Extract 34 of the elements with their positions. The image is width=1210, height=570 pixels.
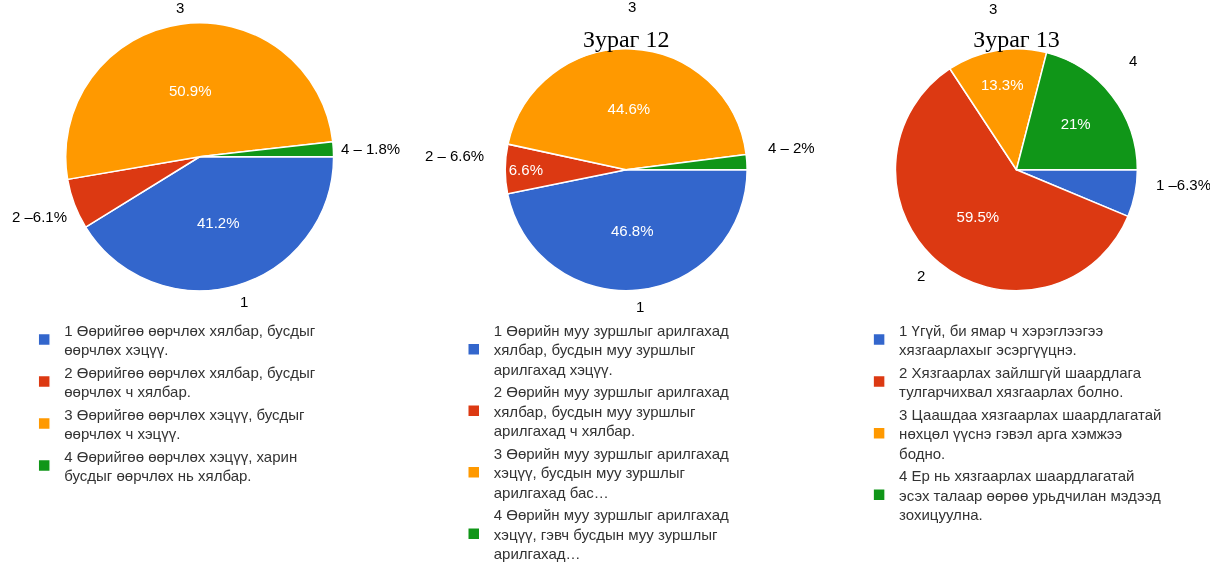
legend-label: 2 Өөрийгөө өөрчлөх хялбар, бусдыг өөрчлөх ч хялбар.	[64, 363, 316, 401]
text: 3	[989, 0, 998, 17]
text: 1	[636, 298, 645, 315]
text: 1 –6.3%	[1156, 176, 1210, 193]
legend-label: 4 Ер нь хязгаарлах шаардлагатай эсэх талаар өөрөө урьдчилан мэдээд зохицуулна.	[899, 467, 1161, 524]
legend-label: 1 Өөрийн муу зуршлыг арилгахад хялбар, бусдын муу зуршлыг арилгахад хэцүү.	[493, 321, 730, 378]
legend-label: 1 Үгүй, би ямар ч хэрэглээгээ хязгаарлахыг эсэргүүцнэ.	[899, 321, 1104, 359]
data-label: 41.2%	[197, 213, 240, 231]
legend-label: 4 Өөрийн муу зуршлыг арилгахад хэцүү, гэвч бусдын муу зуршлыг арилгахад…	[493, 506, 730, 563]
legend-label: 2 Хязгаарлах зайлшгүй шаардлага тулгарчихвал хязгаарлах болно.	[899, 363, 1142, 401]
text: 1	[240, 293, 249, 310]
text: 4	[1129, 52, 1138, 69]
text: 2 –6.1%	[12, 208, 68, 225]
data-label: 6.6%	[508, 160, 543, 178]
chart-title: Зураг 12	[582, 25, 670, 52]
text: 4 – 1.8%	[341, 140, 401, 157]
legend-label: 3 Өөрийгөө өөрчлөх хэцүү, бусдыг өөрчлөх ч хэцүү.	[64, 405, 306, 443]
data-label: 13.3%	[981, 76, 1024, 94]
legend-label: 3 Өөрийн муу зуршлыг арилгахад хэцүү, бусдын муу зуршлыг арилгахад бас…	[493, 444, 730, 501]
text: 4 – 2%	[768, 139, 815, 156]
text: 2	[917, 267, 926, 284]
chart-title: Зураг 13	[973, 25, 1060, 52]
data-label: 46.8%	[610, 221, 654, 239]
data-label: 21%	[1060, 115, 1091, 133]
text: 3	[628, 0, 637, 15]
legend-label: 3 Цаашдаа хязгаарлах шаардлагатай нөхцөл үүснэ гэвэл арга хэмжээ бодно.	[899, 405, 1162, 462]
text: 3	[176, 0, 185, 16]
legend-label: 2 Өөрийн муу зуршлыг арилгахад хялбар, бусдын муу зуршлыг арилгахад ч хялбар.	[493, 383, 730, 440]
data-label: 44.6%	[607, 100, 651, 118]
data-label: 50.9%	[168, 81, 212, 99]
legend-label: 4 Өөрийгөө өөрчлөх хэцүү, харин бусдыг өөрчлөх нь хялбар.	[64, 447, 298, 485]
text: 2 – 6.6%	[425, 147, 485, 164]
data-label: 59.5%	[956, 207, 1000, 225]
legend-label: 1 Өөрийгөө өөрчлөх хялбар, бусдыг өөрчлөх хэцүү.	[64, 321, 316, 359]
